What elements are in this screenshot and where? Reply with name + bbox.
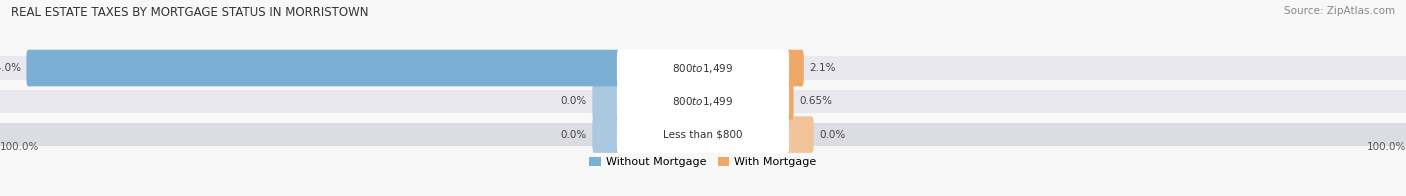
Text: $800 to $1,499: $800 to $1,499 — [672, 62, 734, 74]
FancyBboxPatch shape — [617, 49, 789, 87]
Text: 0.65%: 0.65% — [799, 96, 832, 106]
FancyBboxPatch shape — [617, 83, 789, 120]
Legend: Without Mortgage, With Mortgage: Without Mortgage, With Mortgage — [589, 157, 817, 167]
Text: Source: ZipAtlas.com: Source: ZipAtlas.com — [1284, 6, 1395, 16]
Text: $800 to $1,499: $800 to $1,499 — [672, 95, 734, 108]
FancyBboxPatch shape — [786, 116, 814, 153]
FancyBboxPatch shape — [592, 83, 620, 120]
FancyBboxPatch shape — [786, 50, 804, 86]
Text: 0.0%: 0.0% — [561, 130, 588, 140]
Text: REAL ESTATE TAXES BY MORTGAGE STATUS IN MORRISTOWN: REAL ESTATE TAXES BY MORTGAGE STATUS IN … — [11, 6, 368, 19]
FancyBboxPatch shape — [592, 116, 620, 153]
Text: 84.0%: 84.0% — [0, 63, 21, 73]
Text: Less than $800: Less than $800 — [664, 130, 742, 140]
FancyBboxPatch shape — [0, 56, 1406, 80]
FancyBboxPatch shape — [0, 123, 1406, 146]
Text: 0.0%: 0.0% — [561, 96, 588, 106]
Text: 100.0%: 100.0% — [0, 142, 39, 152]
Text: 2.1%: 2.1% — [810, 63, 835, 73]
Text: 100.0%: 100.0% — [1367, 142, 1406, 152]
FancyBboxPatch shape — [786, 83, 793, 120]
FancyBboxPatch shape — [617, 116, 789, 153]
Text: 0.0%: 0.0% — [818, 130, 845, 140]
FancyBboxPatch shape — [27, 50, 620, 86]
FancyBboxPatch shape — [0, 90, 1406, 113]
